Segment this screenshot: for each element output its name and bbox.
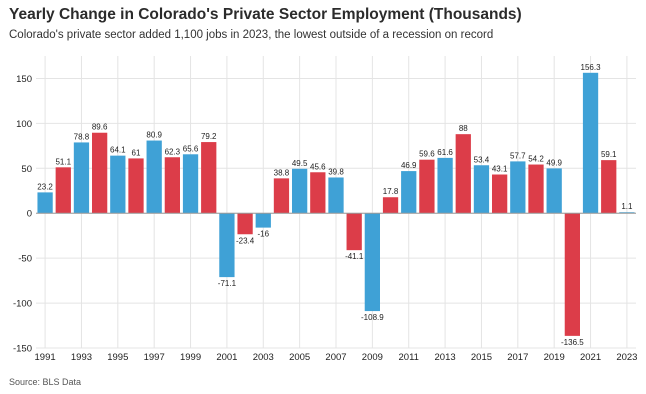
- bar-1995: [110, 155, 126, 214]
- data-label: 59.6: [419, 150, 435, 159]
- x-tick-label: 2015: [471, 352, 492, 363]
- bar-2018: [528, 164, 544, 214]
- bar-1991: [37, 192, 53, 214]
- bar-2001: [219, 213, 235, 278]
- data-label: 65.6: [183, 144, 199, 153]
- y-tick-label: 50: [21, 164, 32, 175]
- bar-2000: [201, 142, 217, 214]
- data-label: 61.6: [437, 148, 453, 157]
- bar-2004: [273, 178, 290, 214]
- data-label: 45.6: [310, 162, 326, 171]
- data-label: -136.5: [561, 338, 584, 347]
- x-tick-label: 2005: [289, 352, 310, 363]
- data-label: 57.7: [510, 151, 526, 160]
- data-label: 79.2: [201, 132, 217, 141]
- bar-1994: [92, 132, 108, 214]
- data-label: 53.4: [474, 155, 490, 164]
- y-tick-label: 100: [16, 119, 32, 130]
- x-tick-label: 2017: [507, 352, 528, 363]
- data-label: 49.5: [292, 159, 308, 168]
- data-label: 23.2: [37, 182, 53, 191]
- data-label: 17.8: [383, 187, 399, 196]
- data-label: -16: [257, 230, 269, 239]
- bar-1996: [128, 158, 144, 214]
- x-tick-label: 2023: [616, 352, 637, 363]
- data-label: 62.3: [165, 147, 181, 156]
- bar-2011: [401, 171, 417, 214]
- chart-title: Yearly Change in Colorado's Private Sect…: [9, 6, 522, 23]
- bar-2015: [473, 165, 490, 214]
- bar-2019: [546, 168, 562, 214]
- data-label: 38.8: [274, 168, 290, 177]
- bar-2008: [346, 213, 362, 251]
- data-label: 61: [132, 148, 141, 157]
- bar-2020: [564, 213, 580, 336]
- bar-2007: [328, 177, 344, 214]
- data-label: 64.1: [110, 146, 126, 155]
- data-label: 89.6: [92, 123, 108, 132]
- bar-1993: [73, 142, 90, 214]
- bar-2002: [237, 213, 253, 235]
- bar-2012: [419, 159, 435, 214]
- data-label: 88: [459, 124, 468, 133]
- bar-2017: [510, 161, 526, 214]
- x-tick-label: 2007: [325, 352, 346, 363]
- data-label: 39.8: [328, 167, 344, 176]
- data-label: 1.1: [621, 202, 633, 211]
- data-label: -108.9: [361, 313, 384, 322]
- x-tick-label: 2011: [399, 352, 419, 363]
- chart-subtitle: Colorado's private sector added 1,100 jo…: [9, 29, 494, 41]
- data-label: -71.1: [218, 279, 237, 288]
- data-label: 51.1: [55, 157, 71, 166]
- bar-2022: [601, 160, 617, 214]
- y-tick-label: 150: [16, 74, 32, 85]
- x-tick-label: 2013: [435, 352, 456, 363]
- bar-2009: [364, 213, 380, 312]
- y-tick-label: -50: [18, 254, 32, 265]
- bar-1997: [146, 140, 162, 214]
- bar-2006: [310, 172, 326, 214]
- data-label: 54.2: [528, 155, 544, 164]
- data-label: -23.4: [236, 236, 255, 245]
- source-note: Source: BLS Data: [9, 377, 82, 387]
- bar-2005: [292, 168, 308, 214]
- x-tick-label: 1995: [107, 352, 128, 363]
- y-tick-label: 0: [27, 209, 32, 220]
- y-tick-label: -150: [13, 344, 32, 355]
- x-tick-label: 2001: [216, 352, 237, 363]
- bar-2010: [382, 197, 399, 214]
- data-label: 59.1: [601, 150, 617, 159]
- data-label: 46.9: [401, 161, 417, 170]
- data-label: 43.1: [492, 165, 508, 174]
- bar-2016: [492, 174, 508, 214]
- data-label: -41.1: [345, 252, 364, 261]
- x-tick-label: 2003: [253, 352, 274, 363]
- bar-2013: [437, 157, 453, 214]
- data-label: 80.9: [146, 131, 162, 140]
- bar-1999: [182, 154, 199, 214]
- x-tick-label: 1993: [71, 352, 92, 363]
- bar-2014: [455, 134, 471, 214]
- x-tick-label: 2021: [580, 352, 601, 363]
- x-tick-label: 1991: [35, 352, 56, 363]
- y-tick-label: -100: [13, 299, 32, 310]
- bar-2021: [582, 72, 599, 214]
- x-tick-label: 2019: [544, 352, 565, 363]
- bar-2003: [255, 213, 271, 228]
- data-label: 78.8: [74, 132, 90, 141]
- bar-1992: [55, 167, 71, 214]
- x-tick-label: 2009: [362, 352, 383, 363]
- data-label: 49.9: [546, 158, 562, 167]
- data-label: 156.3: [581, 63, 602, 72]
- x-tick-label: 1999: [180, 352, 201, 363]
- bar-1998: [164, 157, 180, 214]
- x-tick-label: 1997: [144, 352, 165, 363]
